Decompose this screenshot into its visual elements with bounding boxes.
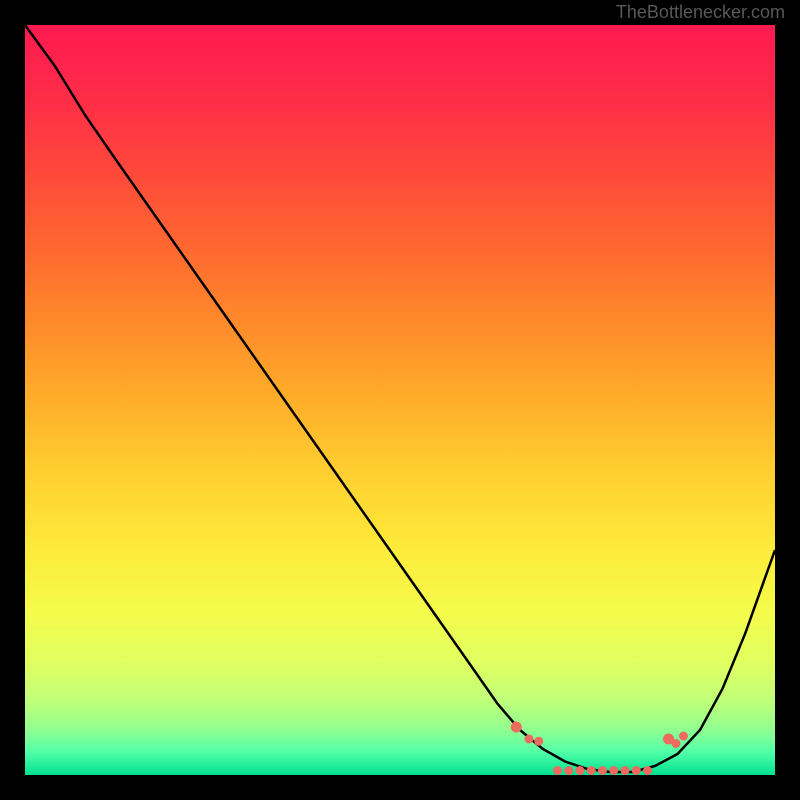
marker-point [587, 766, 596, 775]
marker-point [511, 722, 522, 733]
marker-point [553, 766, 562, 775]
marker-point [632, 766, 641, 775]
marker-point [643, 766, 652, 775]
chart-background [25, 25, 775, 775]
marker-point [672, 739, 681, 748]
watermark-text: TheBottlenecker.com [616, 2, 785, 23]
marker-point [609, 766, 618, 775]
marker-point [534, 737, 543, 746]
chart-container [25, 25, 775, 775]
marker-point [525, 735, 534, 744]
marker-point [564, 766, 573, 775]
marker-point [621, 766, 630, 775]
marker-point [679, 732, 688, 741]
marker-point [598, 766, 607, 775]
bottleneck-chart [25, 25, 775, 775]
marker-point [576, 766, 585, 775]
